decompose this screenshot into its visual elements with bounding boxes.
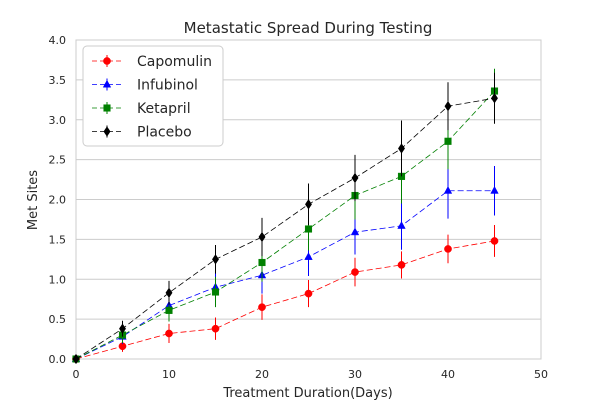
data-point (165, 287, 173, 299)
series-line (75, 190, 495, 360)
legend-item-placebo: Placebo (92, 125, 192, 141)
data-point (118, 323, 127, 334)
x-axis-label: Treatment Duration(Days) (222, 386, 392, 400)
legend: Capomulin Infubinol Ketapril Placebo (82, 45, 224, 147)
data-point (397, 221, 406, 229)
series-line (75, 97, 495, 360)
data-point (165, 306, 173, 314)
y-tick-label: 1.0 (49, 273, 67, 286)
y-tick-label: 0.0 (49, 353, 67, 366)
plot-area (75, 39, 542, 360)
x-tick-label: 30 (348, 368, 362, 381)
x-tick-label: 0 (73, 368, 80, 381)
data-point (397, 261, 406, 269)
x-tick-label: 50 (534, 368, 548, 381)
series-line (75, 90, 495, 360)
y-tick-label: 1.5 (49, 233, 67, 246)
legend-item-capomulin: Capomulin (92, 54, 212, 70)
series-infubinol (71, 162, 499, 362)
data-point (351, 268, 359, 276)
x-tick-labels: 0 10 20 30 40 50 (73, 368, 549, 381)
series-capomulin (72, 225, 499, 363)
data-point (490, 92, 499, 104)
data-point (350, 227, 360, 236)
data-point (444, 100, 452, 112)
x-tick-label: 10 (162, 368, 176, 381)
data-point (304, 252, 313, 260)
legend-marker (103, 57, 111, 65)
legend-box (82, 45, 224, 147)
series-placebo (72, 72, 499, 365)
legend-marker (103, 104, 111, 112)
legend-marker (103, 126, 111, 137)
chart-title: Metastatic Spread During Testing (184, 19, 433, 37)
data-point (351, 172, 359, 184)
y-axis-label: Met Sites (26, 170, 41, 230)
data-point (444, 137, 452, 145)
legend-label: Capomulin (137, 54, 212, 70)
data-point (304, 225, 313, 233)
legend-label: Placebo (137, 125, 192, 141)
x-tick-label: 20 (255, 368, 269, 381)
y-tick-label: 0.5 (49, 313, 67, 326)
data-point (304, 289, 313, 298)
data-point (490, 237, 499, 245)
legend-label: Infubinol (137, 78, 198, 94)
legend-label: Ketapril (137, 101, 191, 117)
data-point (165, 329, 173, 338)
y-tick-label: 2.0 (49, 194, 67, 207)
x-tick-label: 40 (441, 368, 455, 381)
y-tick-label: 2.5 (49, 154, 67, 167)
legend-item-ketapril: Ketapril (92, 101, 191, 117)
legend-marker (102, 79, 112, 88)
data-point (443, 186, 453, 194)
data-point (397, 143, 406, 154)
legend-item-infubinol: Infubinol (92, 78, 198, 94)
data-point (72, 353, 80, 365)
data-point (258, 303, 266, 312)
y-tick-label: 4.0 (49, 34, 67, 47)
y-tick-label: 3.5 (49, 74, 67, 87)
y-tick-labels: 0.0 0.5 1.0 1.5 2.0 2.5 3.0 3.5 4.0 (49, 34, 67, 366)
data-point (258, 231, 266, 243)
series-layer (71, 68, 499, 365)
data-point (304, 199, 313, 210)
data-point (211, 324, 220, 333)
data-point (258, 258, 266, 267)
data-point (444, 245, 452, 253)
data-point (490, 186, 499, 194)
y-tick-label: 3.0 (49, 114, 67, 127)
data-point (211, 288, 220, 296)
series-line (75, 240, 495, 360)
data-point (211, 254, 220, 265)
